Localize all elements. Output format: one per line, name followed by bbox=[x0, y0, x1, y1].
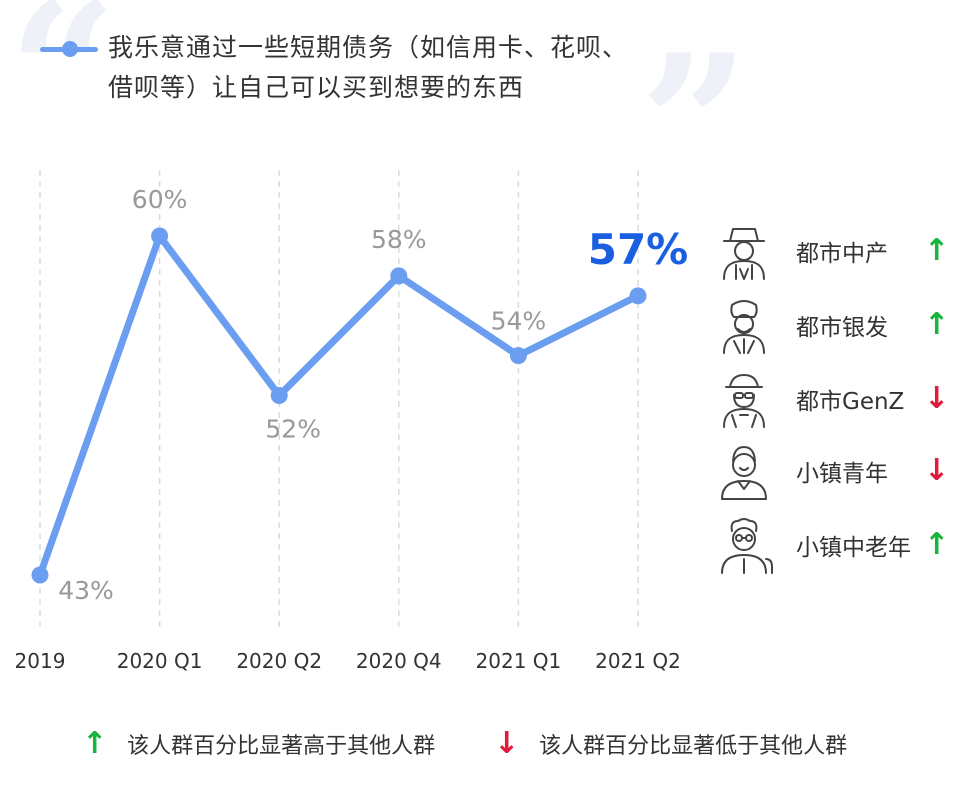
up-arrow-icon: ↑ bbox=[82, 726, 108, 761]
x-tick-label: 2020 Q2 bbox=[236, 649, 322, 673]
segment-label: 都市GenZ bbox=[796, 389, 905, 415]
value-label: 58% bbox=[371, 225, 427, 254]
up-arrow-icon: ↑ bbox=[924, 233, 950, 268]
data-point bbox=[390, 267, 408, 285]
footnote-up-text: 该人群百分比显著高于其他人群 bbox=[127, 734, 436, 759]
x-tick-label: 2019 bbox=[15, 649, 66, 673]
data-point bbox=[629, 287, 647, 305]
segment-label: 小镇青年 bbox=[796, 461, 888, 487]
legend-dot-marker bbox=[62, 41, 78, 57]
genz-person-icon bbox=[714, 369, 774, 429]
elderly-person-icon bbox=[714, 295, 774, 355]
x-tick-label: 2020 Q1 bbox=[117, 649, 203, 673]
down-arrow-icon: ↓ bbox=[924, 381, 950, 416]
data-point bbox=[31, 566, 49, 584]
young-person-icon bbox=[714, 441, 774, 501]
line-chart: 43% 60% 52% 58% 54% 57% 2019 2020 Q1 2020 Q2 2020… bbox=[15, 170, 689, 673]
value-label: 43% bbox=[58, 576, 114, 605]
segment-row: 小镇中老年 ↑ bbox=[714, 514, 964, 576]
senior-person-icon bbox=[714, 515, 774, 575]
up-arrow-icon: ↑ bbox=[924, 307, 950, 342]
value-label: 54% bbox=[491, 307, 547, 336]
segment-row: 小镇青年 ↓ bbox=[714, 440, 964, 502]
x-tick-label: 2021 Q2 bbox=[595, 649, 681, 673]
segment-label: 都市银发 bbox=[796, 315, 888, 341]
segment-row: 都市GenZ ↓ bbox=[714, 368, 964, 430]
segment-label: 都市中产 bbox=[796, 241, 888, 267]
segment-row: 都市银发 ↑ bbox=[714, 294, 964, 356]
close-quote-decoration: ” bbox=[640, 13, 750, 236]
data-point bbox=[509, 347, 527, 365]
middle-class-person-icon bbox=[714, 221, 774, 281]
footnote-down: ↓ 该人群百分比显著低于其他人群 bbox=[494, 728, 847, 760]
x-tick-label: 2021 Q1 bbox=[476, 649, 562, 673]
series-line bbox=[36, 232, 642, 579]
value-label: 57% bbox=[588, 225, 689, 274]
chart-title: 我乐意通过一些短期债务（如信用卡、花呗、借呗等）让自己可以买到想要的东西 bbox=[108, 33, 629, 102]
footnote-down-text: 该人群百分比显著低于其他人群 bbox=[539, 734, 848, 759]
chart-header: 我乐意通过一些短期债务（如信用卡、花呗、借呗等）让自己可以买到想要的东西 bbox=[40, 28, 650, 108]
open-quote-decoration: “ bbox=[8, 0, 118, 184]
segment-row: 都市中产 ↑ bbox=[714, 220, 964, 282]
data-point bbox=[151, 227, 169, 245]
down-arrow-icon: ↓ bbox=[494, 726, 520, 761]
down-arrow-icon: ↓ bbox=[924, 453, 950, 488]
data-point bbox=[270, 387, 288, 405]
value-label: 60% bbox=[132, 185, 188, 214]
segment-label: 小镇中老年 bbox=[796, 535, 911, 561]
footnote-up: ↑ 该人群百分比显著高于其他人群 bbox=[82, 728, 435, 760]
up-arrow-icon: ↑ bbox=[924, 527, 950, 562]
x-tick-label: 2020 Q4 bbox=[356, 649, 442, 673]
value-label: 52% bbox=[265, 415, 321, 444]
